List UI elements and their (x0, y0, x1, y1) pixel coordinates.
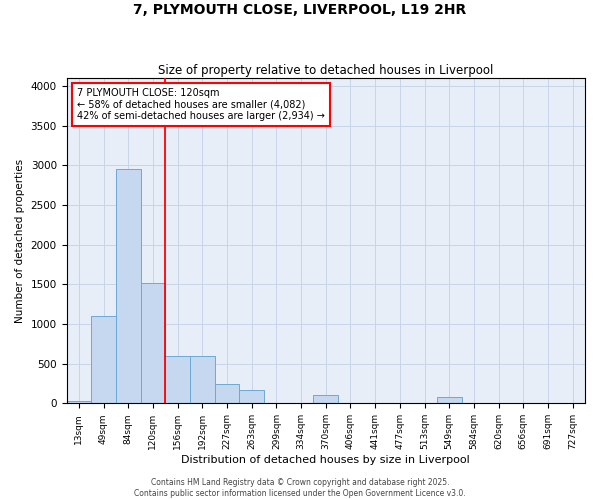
Bar (313, 396, 338, 404)
Text: 7 PLYMOUTH CLOSE: 120sqm
← 58% of detached houses are smaller (4,082)
42% of sem: 7 PLYMOUTH CLOSE: 120sqm ← 58% of detach… (77, 88, 325, 121)
X-axis label: Distribution of detached houses by size in Liverpool: Distribution of detached houses by size … (181, 455, 470, 465)
Text: 7, PLYMOUTH CLOSE, LIVERPOOL, L19 2HR: 7, PLYMOUTH CLOSE, LIVERPOOL, L19 2HR (133, 2, 467, 16)
Title: Size of property relative to detached houses in Liverpool: Size of property relative to detached ho… (158, 64, 493, 77)
Bar (239, 390, 264, 404)
Text: Contains HM Land Registry data © Crown copyright and database right 2025.
Contai: Contains HM Land Registry data © Crown c… (134, 478, 466, 498)
Bar (165, 356, 190, 404)
Bar (140, 283, 165, 404)
Y-axis label: Number of detached properties: Number of detached properties (15, 158, 25, 323)
Bar (190, 356, 215, 404)
Bar (437, 397, 461, 404)
Bar (116, 170, 140, 404)
Bar (215, 384, 239, 404)
Bar (91, 316, 116, 404)
Bar (67, 401, 91, 404)
